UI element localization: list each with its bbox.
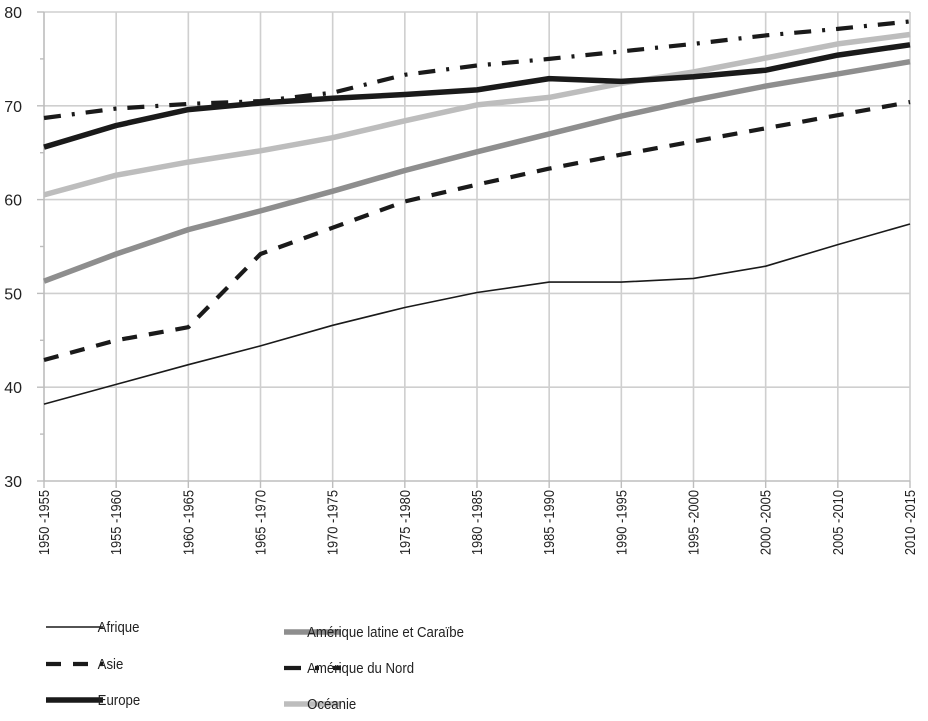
legend: Afrique Asie Europe Amérique latine et Cara… xyxy=(46,618,464,712)
series-layer xyxy=(43,19,911,405)
legend-item-asie: Asie xyxy=(46,655,123,672)
x-tick-label: 1980 -1985 xyxy=(468,490,485,555)
legend-item-amerique-du-nord: Amérique du Nord xyxy=(284,659,414,676)
series-line-asie xyxy=(43,99,911,363)
legend-label-amerique-du-nord: Amérique du Nord xyxy=(307,659,414,676)
series-line-oceanie xyxy=(43,31,911,198)
axis-layer: 30 40 50 60 70 80 1950 -1955 1955 -1960 1960 -19… xyxy=(4,5,918,555)
legend-label-amerique-latine-et-caraibe: Amérique latine et Caraïbe xyxy=(307,623,464,640)
x-tick-label: 2005 -2010 xyxy=(829,490,846,555)
x-tick-label: 1960 -1965 xyxy=(179,490,196,555)
y-tick-label: 80 xyxy=(4,5,22,22)
y-tick-label: 40 xyxy=(4,380,22,397)
x-tick-label: 1965 -1970 xyxy=(252,490,269,555)
x-tick-label: 2000 -2005 xyxy=(757,490,774,555)
legend-item-amerique-latine-et-caraibe: Amérique latine et Caraïbe xyxy=(284,623,464,640)
x-tick-label: 1990 -1995 xyxy=(612,490,629,555)
x-tick-label: 1950 -1955 xyxy=(35,490,52,555)
x-tick-label: 1970 -1975 xyxy=(324,490,341,555)
x-tick-label: 2010 -2015 xyxy=(901,490,918,555)
legend-label-afrique: Afrique xyxy=(98,618,140,635)
x-tick-label: 1985 -1990 xyxy=(540,490,557,555)
legend-label-oceanie: Océanie xyxy=(307,695,356,712)
legend-label-europe: Europe xyxy=(98,691,141,708)
series-line-afrique xyxy=(43,223,911,405)
y-tick-label: 70 xyxy=(4,99,22,116)
y-tick-label: 50 xyxy=(4,286,22,303)
y-tick-label: 30 xyxy=(4,474,22,491)
legend-item-oceanie: Océanie xyxy=(284,695,356,712)
legend-item-europe: Europe xyxy=(46,691,140,708)
series-line-amerique-latine-et-caraibe xyxy=(43,58,911,284)
series-line-amerique-du-nord xyxy=(43,19,911,121)
legend-item-afrique: Afrique xyxy=(46,618,140,635)
series-line-europe xyxy=(43,42,911,150)
x-tick-label: 1975 -1980 xyxy=(396,490,413,555)
x-tick-label: 1995 -2000 xyxy=(685,490,702,555)
x-tick-label: 1955 -1960 xyxy=(107,490,124,555)
legend-label-asie: Asie xyxy=(98,655,124,672)
y-tick-label: 60 xyxy=(4,193,22,210)
